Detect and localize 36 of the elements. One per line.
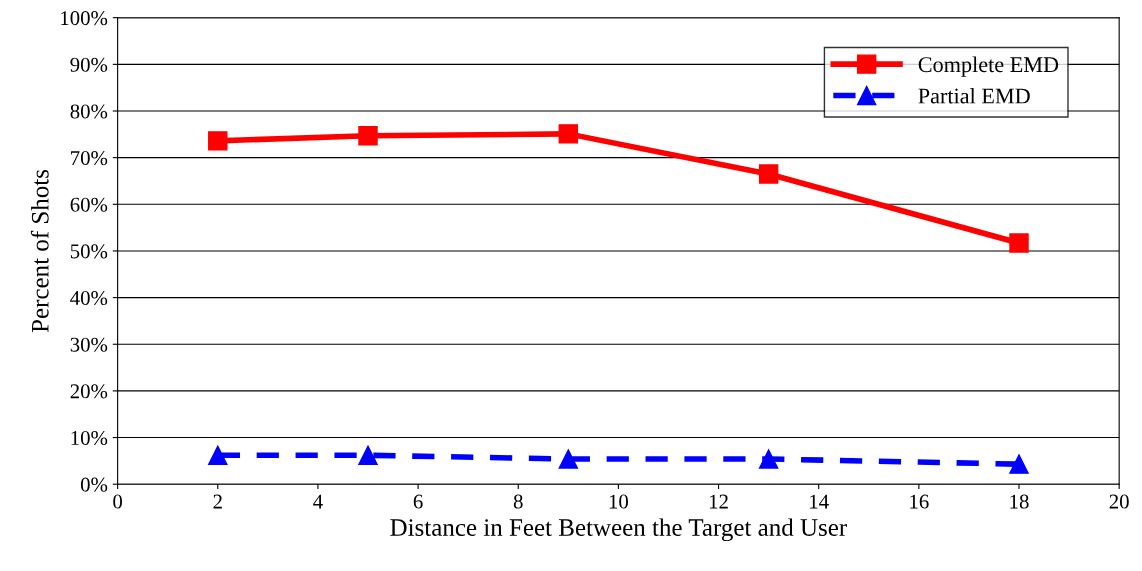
- y-tick-label: 100%: [61, 11, 108, 26]
- point: [1009, 233, 1029, 253]
- point: [1009, 454, 1029, 474]
- x-tick-label: 16: [910, 494, 929, 509]
- x-tick-label: 0: [113, 494, 123, 509]
- point: [208, 445, 228, 466]
- x-tick-label: 8: [513, 494, 523, 509]
- x-axis-title: Distance in Feet Between the Target and User: [390, 518, 847, 542]
- x-tick-label: 20: [1109, 494, 1129, 509]
- x-tick-label: 10: [609, 494, 629, 509]
- y-tick-label: 30%: [70, 337, 108, 352]
- y-tick-label: 0%: [80, 477, 108, 492]
- y-tick-label: 10%: [71, 430, 108, 446]
- x-tick-label: 4: [313, 494, 323, 509]
- y-tick-label: 90%: [70, 57, 108, 72]
- y-axis-title: Percent of Shots: [30, 169, 49, 333]
- y-tick-label: 50%: [70, 244, 108, 259]
- x-tick-label: 2: [213, 494, 222, 509]
- y-tick-label: 60%: [70, 197, 108, 212]
- point: [208, 131, 228, 151]
- point: [358, 126, 378, 146]
- x-tick-label: 18: [1010, 494, 1029, 509]
- x-tick-label: 14: [810, 494, 829, 509]
- x-tick-label: 12: [709, 494, 728, 509]
- point: [358, 445, 378, 466]
- point: [558, 449, 579, 469]
- y-tick-label: 80%: [70, 104, 108, 119]
- point: [758, 164, 779, 184]
- y-tick-label: 40%: [70, 290, 108, 306]
- y-tick-label: 20%: [70, 384, 108, 399]
- legend-label: Complete EMD: [918, 56, 1059, 77]
- legend-label: Partial EMD: [918, 87, 1030, 104]
- point: [558, 124, 579, 144]
- point: [758, 449, 779, 469]
- x-tick-label: 6: [413, 494, 423, 509]
- y-tick-label: 70%: [71, 151, 108, 166]
